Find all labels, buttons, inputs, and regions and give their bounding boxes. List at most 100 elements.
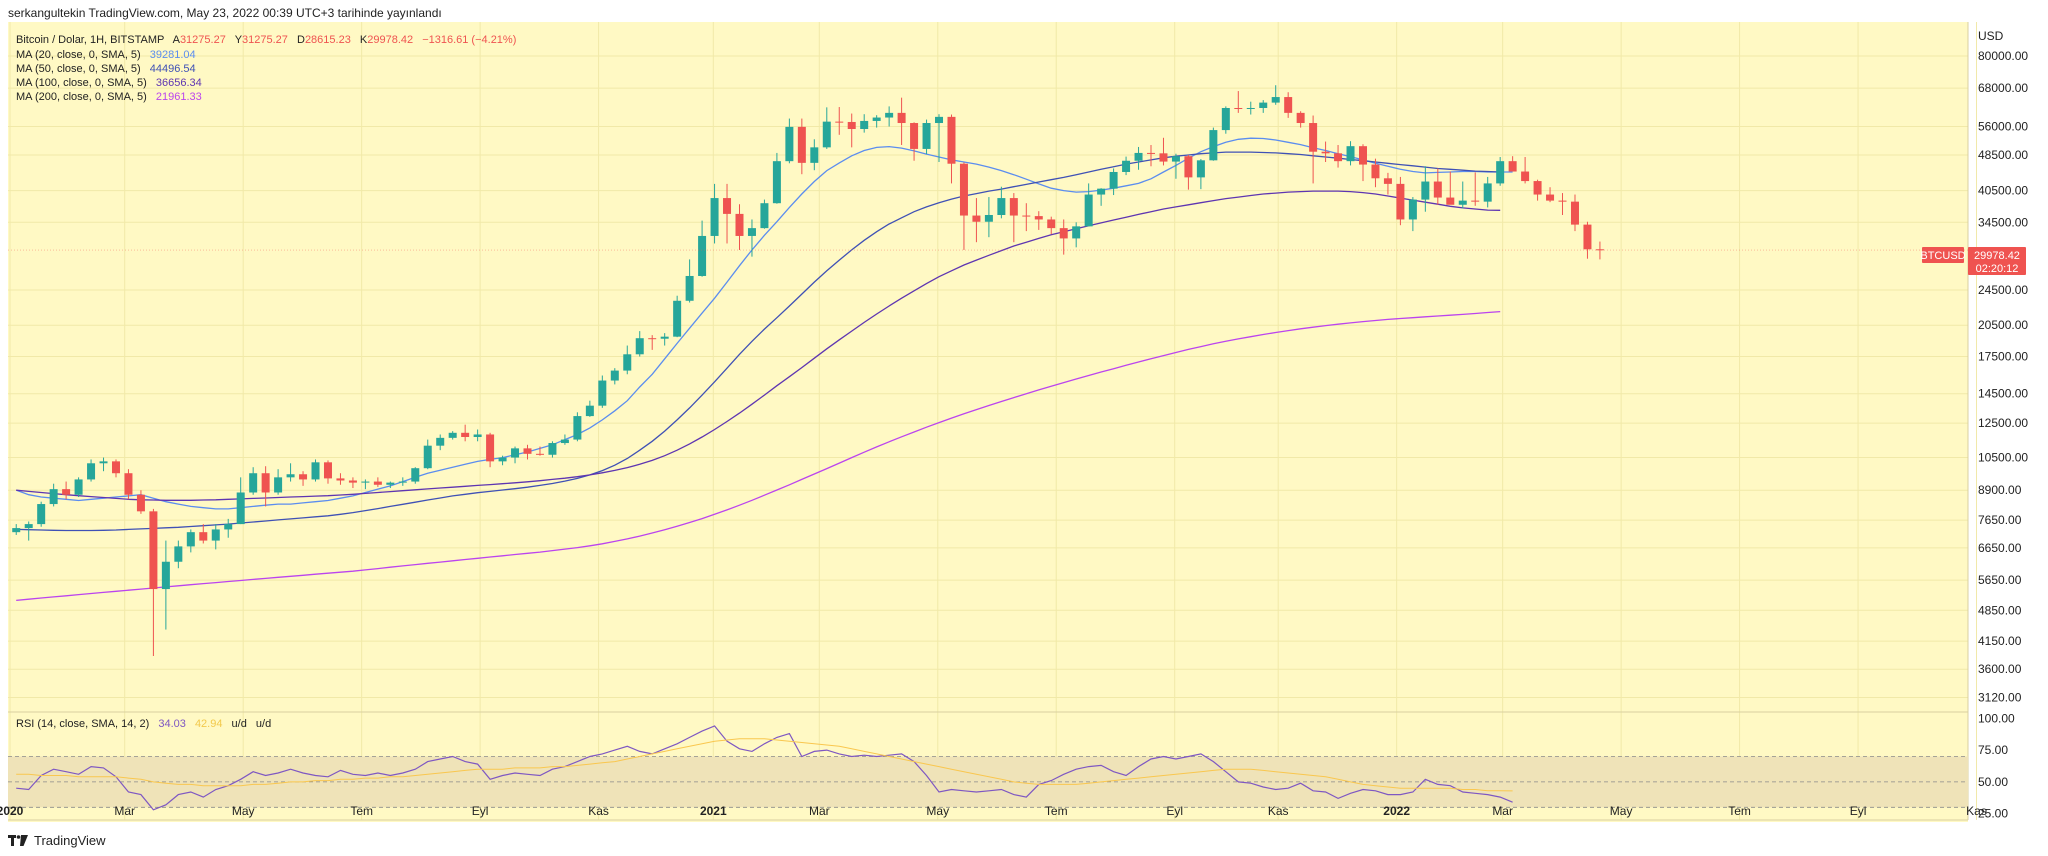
time-tick-label: May xyxy=(1610,804,1633,818)
candle-body xyxy=(111,461,120,474)
rsi-axis[interactable]: 100.00 75.00 50.00 25.00 xyxy=(1978,711,2015,820)
time-tick-label: Mar xyxy=(114,804,135,818)
legend-high-key: Y xyxy=(235,34,243,46)
candle-body xyxy=(922,123,931,149)
candle-body xyxy=(1196,160,1205,178)
candle-body xyxy=(149,511,158,590)
legend-open: 31275.27 xyxy=(180,34,226,46)
candle-body xyxy=(1508,161,1517,172)
price-tick-label: 10500.00 xyxy=(1978,451,2028,465)
candle-body xyxy=(423,445,432,469)
candle-body xyxy=(1159,153,1168,162)
price-tick-label: 5650.00 xyxy=(1978,573,2022,587)
candle-body xyxy=(1346,146,1355,162)
candle-body xyxy=(1259,102,1268,108)
legend-ma100-label: MA (100, close, 0, SMA, 5) xyxy=(16,77,147,89)
legend-ma20-label: MA (20, close, 0, SMA, 5) xyxy=(16,49,141,61)
candle-body xyxy=(685,275,694,301)
candle-body xyxy=(1471,200,1480,202)
candle-body xyxy=(224,524,233,530)
candle-body xyxy=(12,528,21,533)
candle-body xyxy=(473,434,482,438)
candle-body xyxy=(1147,152,1156,154)
legend-ma100: MA (100, close, 0, SMA, 5) 36656.34 xyxy=(16,77,202,89)
legend-main: Bitcoin / Dolar, 1H, BITSTAMP A31275.27 … xyxy=(16,34,516,46)
legend[interactable]: Bitcoin / Dolar, 1H, BITSTAMP A31275.27 … xyxy=(16,34,516,730)
tradingview-logo-icon xyxy=(8,834,28,846)
rsi-line xyxy=(16,725,1513,811)
candle-body xyxy=(236,492,245,525)
legend-ma50-value: 44496.54 xyxy=(150,63,196,75)
candle-body xyxy=(772,161,781,204)
footer-brand: TradingView xyxy=(34,833,106,848)
candle-body xyxy=(660,336,669,339)
candle-body xyxy=(299,474,308,480)
candle-body xyxy=(124,473,133,495)
legend-rsi-label: RSI (14, close, SMA, 14, 2) xyxy=(16,718,149,730)
time-tick-label: Eyl xyxy=(472,804,489,818)
candle-body xyxy=(635,338,644,355)
candle-body xyxy=(311,462,320,480)
price-tick-label: 34500.00 xyxy=(1978,215,2028,229)
candle-body xyxy=(910,123,919,149)
price-tick-label: 12500.00 xyxy=(1978,416,2028,430)
candle-body xyxy=(1309,123,1318,152)
candle-body xyxy=(1446,197,1455,205)
price-tick-label: 48500.00 xyxy=(1978,148,2028,162)
candle-body xyxy=(997,198,1006,215)
rsi-tick-label: 75.00 xyxy=(1978,743,2008,757)
candle-body xyxy=(885,112,894,118)
candle-body xyxy=(136,494,145,512)
candle-body xyxy=(860,120,869,130)
candle-body xyxy=(49,489,58,505)
price-tick-label: 3600.00 xyxy=(1978,662,2022,676)
price-axis[interactable]: 80000.00 68000.00 56000.00 48500.00 40500.00… xyxy=(1978,49,2028,705)
rsi-pane xyxy=(8,725,1968,811)
candle-body xyxy=(1097,188,1106,195)
tradingview-logo[interactable]: TradingView xyxy=(8,833,106,848)
candle-body xyxy=(785,126,794,162)
candle-body xyxy=(747,228,756,236)
legend-ma20-value: 39281.04 xyxy=(150,49,196,61)
time-tick-label: May xyxy=(232,804,255,818)
rsi-tick-label: 50.00 xyxy=(1978,775,2008,789)
candle-body xyxy=(523,448,532,454)
time-axis[interactable]: 2020 Mar May Tem Eyl Kas 2021 Mar May Tem Eyl Kas 20… xyxy=(0,804,2048,821)
legend-change: −1316.61 (−4.21%) xyxy=(422,34,516,46)
candle-body xyxy=(286,474,295,478)
candle-body xyxy=(1271,97,1280,103)
ma-line-ma50 xyxy=(16,151,1501,532)
candle-body xyxy=(323,462,332,479)
candle-body xyxy=(1234,107,1243,109)
legend-low-key: D xyxy=(297,34,305,46)
time-tick-label: Tem xyxy=(1728,804,1751,818)
candle-body xyxy=(274,477,283,493)
legend-main-label: Bitcoin / Dolar, 1H, BITSTAMP xyxy=(16,34,164,46)
price-tick-label: 4850.00 xyxy=(1978,603,2022,617)
candle-body xyxy=(1184,156,1193,178)
candle-body xyxy=(486,434,495,462)
candle-body xyxy=(24,524,33,529)
candle-body xyxy=(947,116,956,164)
ma-line-ma100 xyxy=(16,190,1501,501)
time-tick-label: Tem xyxy=(350,804,373,818)
price-tick-label: 24500.00 xyxy=(1978,283,2028,297)
candle-body xyxy=(1072,226,1081,239)
candle-body xyxy=(461,432,470,438)
candle-body xyxy=(560,439,569,444)
time-tick-label: Eyl xyxy=(1850,804,1867,818)
candle-body xyxy=(1047,219,1056,229)
candle-body xyxy=(1533,181,1542,195)
legend-ma50: MA (50, close, 0, SMA, 5) 44496.54 xyxy=(16,63,196,75)
candle-body xyxy=(959,163,968,216)
time-tick-label: 2022 xyxy=(1383,804,1410,818)
legend-rsi-extra1: u/d xyxy=(232,718,247,730)
candles xyxy=(12,85,1604,656)
candle-body xyxy=(1521,171,1530,182)
candle-body xyxy=(1296,112,1305,124)
candle-body xyxy=(598,380,607,406)
candle-body xyxy=(99,461,108,464)
publish-header: serkangultekin TradingView.com, May 23, … xyxy=(8,6,442,20)
candle-body xyxy=(897,112,906,124)
